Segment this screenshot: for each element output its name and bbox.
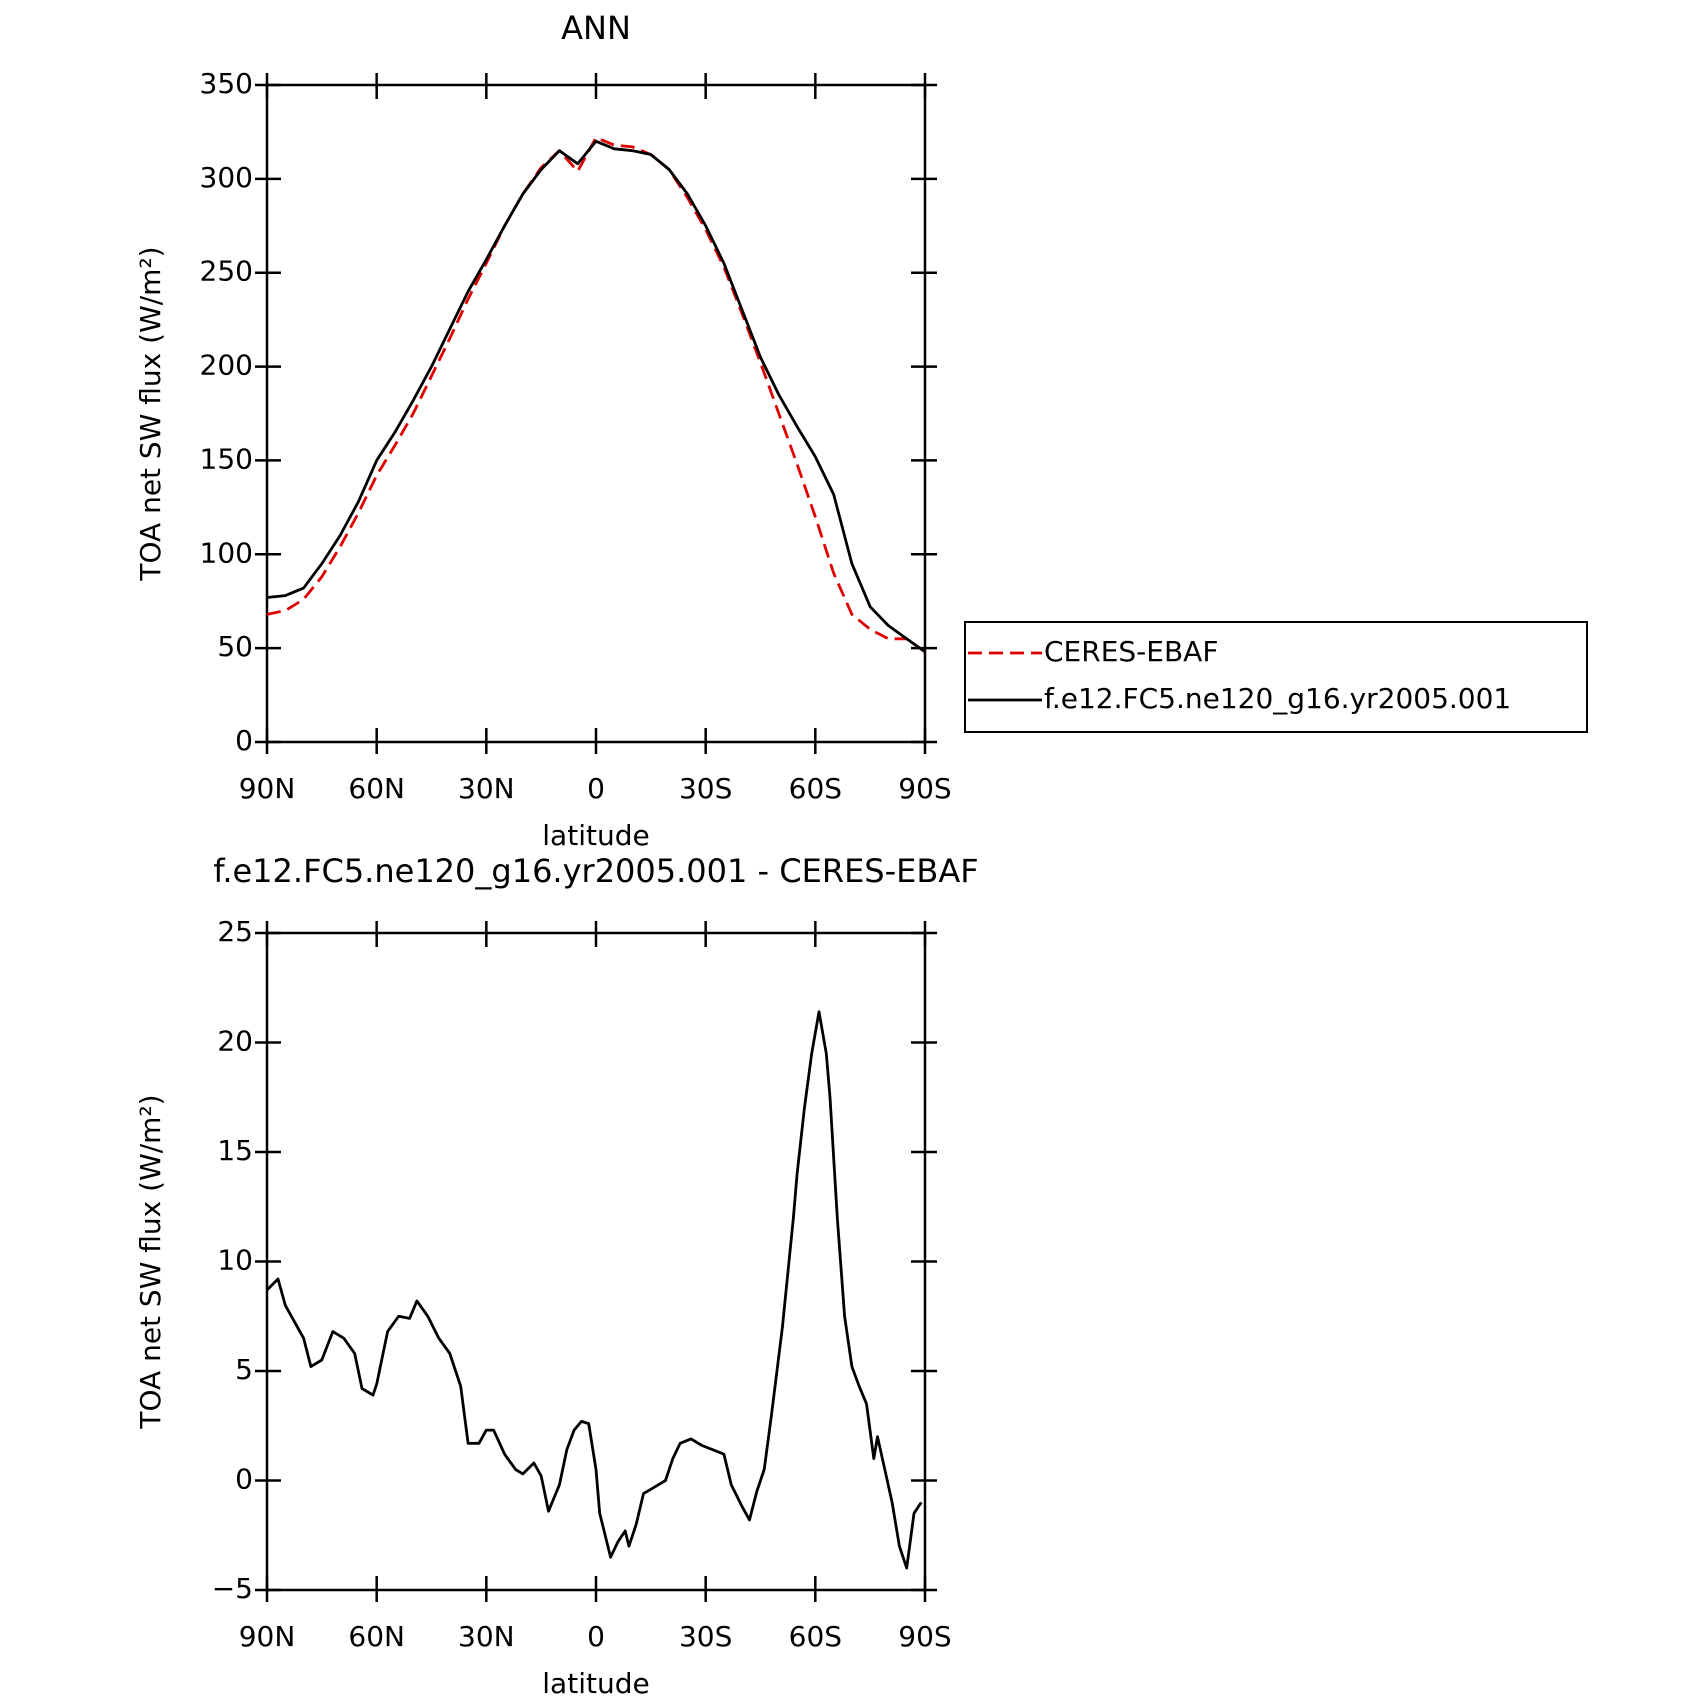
y-tick-label: 350 bbox=[200, 67, 253, 100]
x-tick-label: 30S bbox=[679, 772, 732, 805]
x-tick-label: 60N bbox=[348, 772, 405, 805]
y-tick-label: 300 bbox=[200, 161, 253, 194]
data-line bbox=[266, 139, 926, 654]
x-tick-label: 90N bbox=[239, 772, 296, 805]
legend-box bbox=[964, 621, 1588, 733]
x-tick-label: 0 bbox=[587, 1620, 605, 1653]
x-tick-label: 60S bbox=[789, 1620, 842, 1653]
x-tick-label: 0 bbox=[587, 772, 605, 805]
y-tick-label: 50 bbox=[217, 630, 253, 663]
y-tick-label: 0 bbox=[235, 1463, 253, 1496]
y-tick-label: 250 bbox=[200, 255, 253, 288]
x-tick-label: 60N bbox=[348, 1620, 405, 1653]
y-tick-label: 0 bbox=[235, 724, 253, 757]
y-tick-label: 100 bbox=[200, 536, 253, 569]
y-axis-label: TOA net SW flux (W/m²) bbox=[134, 246, 167, 581]
x-tick-label: 90S bbox=[898, 1620, 951, 1653]
y-tick-label: 20 bbox=[217, 1025, 253, 1058]
y-tick-label: −5 bbox=[212, 1572, 253, 1605]
chart-title: f.e12.FC5.ne120_g16.yr2005.001 - CERES-E… bbox=[213, 852, 978, 890]
plot-frame bbox=[265, 931, 927, 1592]
x-tick-label: 90S bbox=[898, 772, 951, 805]
y-tick-label: 10 bbox=[217, 1244, 253, 1277]
data-line bbox=[266, 1010, 923, 1570]
legend-label: f.e12.FC5.ne120_g16.yr2005.001 bbox=[1044, 682, 1511, 715]
y-tick-label: 200 bbox=[200, 349, 253, 382]
x-axis-label: latitude bbox=[542, 1667, 649, 1700]
y-tick-label: 15 bbox=[217, 1134, 253, 1167]
y-tick-label: 150 bbox=[200, 442, 253, 475]
x-tick-label: 30S bbox=[679, 1620, 732, 1653]
x-axis-label: latitude bbox=[542, 819, 649, 852]
x-tick-label: 90N bbox=[239, 1620, 296, 1653]
data-line bbox=[266, 136, 926, 654]
legend-label: CERES-EBAF bbox=[1044, 635, 1218, 668]
y-tick-label: 5 bbox=[235, 1353, 253, 1386]
y-tick-label: 25 bbox=[217, 915, 253, 948]
x-tick-label: 30N bbox=[458, 772, 515, 805]
x-tick-label: 30N bbox=[458, 1620, 515, 1653]
x-tick-label: 60S bbox=[789, 772, 842, 805]
plot-frame bbox=[265, 83, 927, 744]
y-axis-label: TOA net SW flux (W/m²) bbox=[134, 1094, 167, 1429]
chart-title: ANN bbox=[561, 9, 631, 47]
